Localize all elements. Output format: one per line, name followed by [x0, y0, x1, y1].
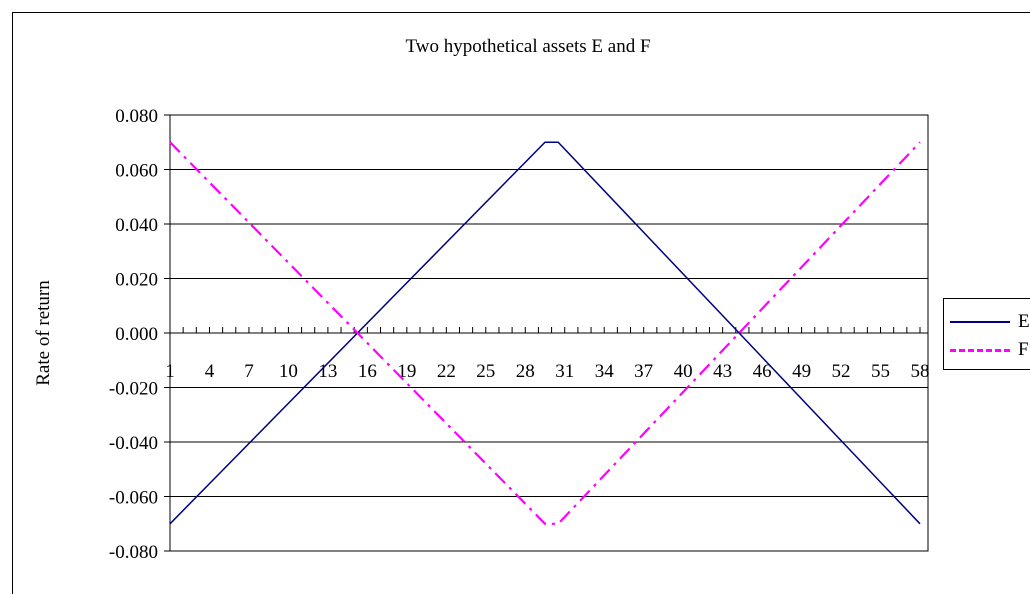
x-tick-label: 22	[437, 361, 456, 382]
axes	[164, 114, 929, 552]
x-tick-labels: 1 4 7 10 13 16 19 22 25 28 31 34 37 40 43 46 49 52 55 58	[165, 361, 929, 382]
y-tick-label: -0.020	[109, 379, 158, 400]
legend-item-e: E	[944, 310, 1030, 334]
x-tick-label: 31	[555, 361, 574, 382]
y-tick-label: -0.080	[109, 542, 158, 563]
chart-frame	[12, 12, 1030, 594]
legend-item-f: F	[944, 338, 1030, 362]
series-lines	[169, 141, 921, 525]
y-axis-label: Rate of return	[33, 280, 54, 386]
y-tick-label: 0.060	[115, 161, 158, 182]
x-tick-label: 25	[476, 361, 495, 382]
x-tick-label: 7	[244, 361, 254, 382]
x-tick-label: 19	[397, 361, 416, 382]
legend-swatch-f	[950, 349, 1010, 352]
x-tick-label: 58	[911, 361, 930, 382]
y-tick-labels: 0.080 0.060 0.040 0.020 0.000 -0.020 -0.040 -0.…	[109, 106, 158, 563]
y-tick-label: 0.020	[115, 270, 158, 291]
x-tick-label: 55	[871, 361, 890, 382]
y-tick-label: -0.040	[109, 433, 158, 454]
x-tick-label: 1	[165, 361, 175, 382]
y-tick-label: -0.060	[109, 488, 158, 509]
x-tick-label: 37	[634, 361, 653, 382]
x-tick-label: 49	[792, 361, 811, 382]
legend-label-e: E	[1018, 311, 1030, 332]
y-tick-label: 0.080	[115, 106, 158, 127]
legend: E F	[943, 298, 1030, 370]
series-line-f	[169, 141, 921, 525]
legend-swatch-e	[950, 321, 1010, 323]
x-tick-label: 52	[832, 361, 851, 382]
x-tick-label: 4	[205, 361, 215, 382]
chart-title: Two hypothetical assets E and F	[405, 36, 650, 57]
legend-label-f: F	[1018, 339, 1029, 360]
x-tick-label: 46	[753, 361, 772, 382]
x-tick-label: 10	[279, 361, 298, 382]
x-tick-label: 13	[318, 361, 337, 382]
line-chart: Two hypothetical assets E and F Rate of …	[33, 36, 930, 563]
y-tick-label: 0.000	[115, 324, 158, 345]
x-tick-label: 16	[358, 361, 377, 382]
x-tick-label: 28	[516, 361, 535, 382]
x-tick-label: 40	[674, 361, 693, 382]
x-tick-label: 34	[595, 361, 615, 382]
y-tick-label: 0.040	[115, 215, 158, 236]
x-tick-label: 43	[713, 361, 732, 382]
